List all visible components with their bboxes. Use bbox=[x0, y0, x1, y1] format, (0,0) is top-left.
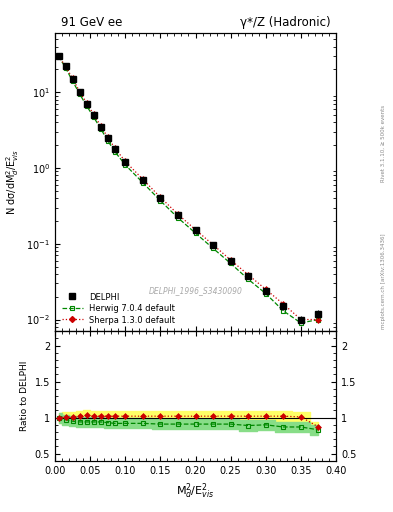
Y-axis label: Ratio to DELPHI: Ratio to DELPHI bbox=[20, 361, 29, 431]
X-axis label: M$_d^2$/E$^2_{vis}$: M$_d^2$/E$^2_{vis}$ bbox=[176, 481, 215, 501]
Legend: DELPHI, Herwig 7.0.4 default, Sherpa 1.3.0 default: DELPHI, Herwig 7.0.4 default, Sherpa 1.3… bbox=[59, 290, 178, 327]
Text: Rivet 3.1.10, ≥ 500k events: Rivet 3.1.10, ≥ 500k events bbox=[381, 105, 386, 182]
Y-axis label: N dσ/dM$_d^2$/E$_{vis}^2$: N dσ/dM$_d^2$/E$_{vis}^2$ bbox=[4, 149, 21, 216]
Text: DELPHI_1996_S3430090: DELPHI_1996_S3430090 bbox=[149, 287, 242, 295]
Text: γ*/Z (Hadronic): γ*/Z (Hadronic) bbox=[240, 16, 331, 29]
Text: mcplots.cern.ch [arXiv:1306.3436]: mcplots.cern.ch [arXiv:1306.3436] bbox=[381, 234, 386, 329]
Text: 91 GeV ee: 91 GeV ee bbox=[61, 16, 122, 29]
